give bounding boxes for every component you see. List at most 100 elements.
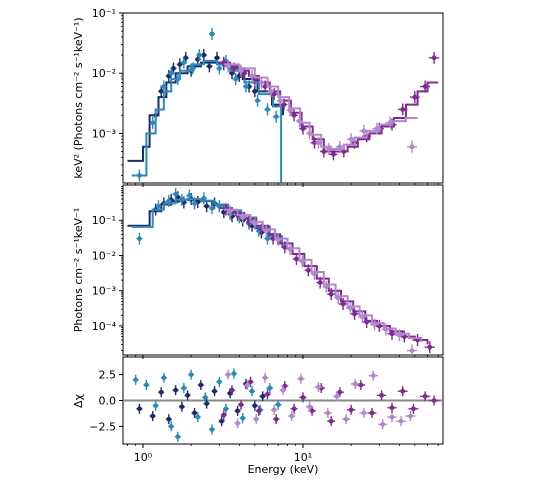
residual-point-3-11: [325, 410, 331, 416]
top-point-0-8: [201, 52, 207, 58]
residual-point-2-16: [369, 410, 375, 416]
middle-point-3-0: [227, 208, 233, 214]
residual-point-2-21: [422, 393, 428, 399]
residual-point-2-0: [221, 412, 227, 418]
top-point-3-16: [409, 144, 415, 150]
top-model-step-1: [131, 59, 283, 183]
top-point-2-4: [262, 84, 268, 89]
top-point-2-6: [281, 102, 287, 108]
residual-point-2-5: [265, 391, 270, 397]
residual-point-2-4: [256, 408, 262, 414]
middle-point-1-4: [179, 197, 185, 203]
middle-point-3-7: [312, 271, 317, 277]
middle-point-3-14: [396, 332, 402, 338]
residual-point-3-6: [280, 387, 286, 393]
residual-point-2-9: [300, 394, 306, 400]
residual-point-2-2: [238, 402, 244, 408]
middle-point-3-9: [335, 295, 341, 301]
top-point-3-7: [297, 118, 302, 124]
residual-point-0-4: [173, 387, 179, 393]
top-point-2-17: [400, 107, 406, 112]
middle-ytick-label-3: 10⁻⁴: [92, 320, 117, 333]
top-point-2-10: [321, 149, 327, 154]
residual-ytick-label-2: −2.5: [89, 420, 116, 433]
residual-point-0-9: [204, 401, 210, 407]
top-point-3-5: [277, 98, 283, 104]
top-point-3-3: [259, 80, 264, 85]
residual-point-3-10: [316, 384, 321, 390]
middle-point-1-0: [137, 236, 142, 242]
residual-point-3-0: [225, 372, 231, 378]
residual-point-2-1: [229, 387, 235, 393]
middle-point-2-7: [305, 267, 311, 273]
top-point-2-19: [422, 84, 428, 89]
top-panel-frame: [122, 12, 444, 184]
middle-ytick-label-0: 10⁻¹: [92, 214, 116, 227]
residual-point-3-16: [370, 373, 376, 379]
middle-point-2-11: [352, 311, 357, 317]
middle-point-3-15: [409, 348, 415, 353]
top-point-2-8: [300, 126, 306, 132]
top-point-3-13: [361, 128, 367, 134]
top-point-0-3: [171, 66, 176, 71]
residual-point-2-10: [309, 408, 315, 414]
residual-point-3-19: [398, 418, 404, 424]
middle-point-3-8: [323, 284, 329, 290]
residual-y-axis-label: Δχ: [72, 393, 85, 408]
residual-point-0-7: [192, 410, 197, 416]
top-point-0-15: [252, 88, 258, 94]
top-point-3-1: [238, 68, 244, 74]
residual-point-3-3: [253, 416, 259, 422]
middle-point-2-5: [282, 244, 288, 250]
top-point-1-4: [175, 76, 181, 82]
residual-point-1-1: [143, 382, 149, 388]
residual-panel-ticks: 2.5 0.0 −2.5 10⁰ 10¹: [89, 369, 439, 464]
middle-point-3-4: [275, 237, 281, 243]
residual-point-3-2: [245, 382, 250, 388]
residual-point-1-18: [275, 402, 281, 408]
top-point-1-12: [243, 84, 249, 89]
top-point-3-14: [374, 126, 380, 132]
middle-ytick-label-2: 10⁻³: [92, 285, 116, 298]
top-panel-plot: [127, 27, 440, 183]
residual-point-0-10: [212, 388, 217, 394]
residual-point-3-17: [380, 421, 386, 427]
residual-point-2-13: [337, 389, 343, 395]
top-point-1-8: [209, 31, 215, 37]
residual-ytick-label-1: 0.0: [99, 395, 117, 408]
top-point-1-11: [233, 76, 239, 82]
top-point-2-12: [341, 149, 347, 154]
top-point-1-2: [161, 84, 167, 89]
top-model-step-0: [127, 61, 284, 162]
residual-point-3-4: [262, 375, 268, 381]
middle-y-axis-label: Photons cm⁻² s⁻¹keV⁻¹: [72, 208, 85, 333]
residual-panel-plot: [123, 368, 443, 442]
residual-point-1-13: [231, 371, 237, 376]
residual-point-1-6: [181, 385, 187, 391]
residual-point-0-13: [235, 408, 240, 414]
middle-point-0-7: [204, 203, 210, 209]
top-y-axis-label: keV² (Photons cm⁻² s⁻¹keV⁻¹): [72, 17, 85, 178]
top-point-1-3: [168, 70, 174, 76]
top-point-1-7: [196, 52, 202, 58]
residual-point-1-17: [267, 385, 273, 391]
residual-point-3-15: [361, 410, 367, 416]
top-point-3-12: [348, 136, 354, 142]
residual-panel: 2.5 0.0 −2.5 10⁰ 10¹: [89, 356, 444, 464]
top-point-0-12: [229, 70, 235, 76]
residual-point-1-5: [175, 434, 181, 440]
top-point-0-10: [214, 55, 220, 61]
residual-point-0-16: [260, 393, 266, 399]
x-axis-label: Energy (keV): [248, 463, 319, 476]
residual-point-0-6: [185, 392, 190, 398]
middle-panel-plot: [127, 188, 435, 355]
middle-point-3-2: [252, 221, 258, 227]
middle-point-3-5: [287, 246, 293, 252]
middle-point-2-10: [340, 301, 346, 307]
top-ytick-label-2: 10⁻³: [92, 127, 116, 140]
residual-point-3-13: [343, 416, 349, 422]
middle-point-3-12: [372, 322, 377, 327]
residual-point-2-20: [411, 406, 416, 412]
residual-point-2-18: [389, 405, 395, 411]
